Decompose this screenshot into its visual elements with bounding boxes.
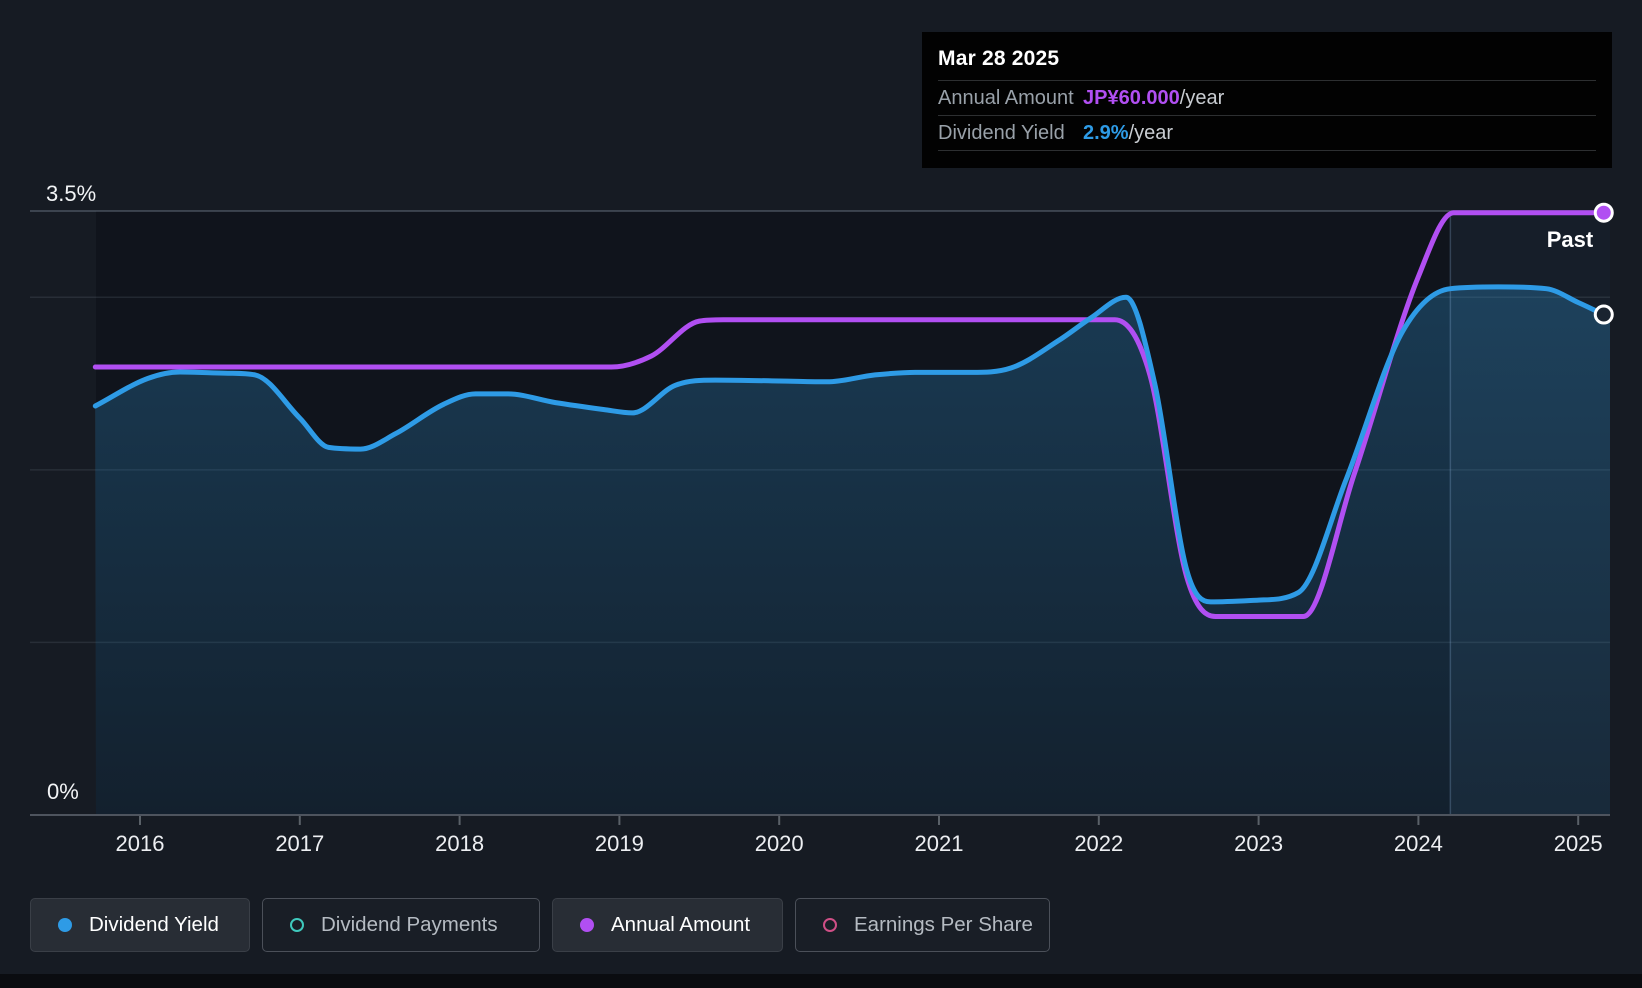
dividend-yield-line <box>92 284 1607 605</box>
legend-toggle-earnings-per-share[interactable]: Earnings Per Share <box>795 898 1050 952</box>
annual-amount-marker-icon <box>580 918 594 932</box>
dividend-yield-area <box>95 286 1610 815</box>
tooltip-date: Mar 28 2025 <box>938 47 1060 70</box>
y-axis-label-max: 3.5% <box>46 181 97 206</box>
tooltip-suffix: /year <box>1128 121 1174 144</box>
dividend-yield-marker-icon <box>58 918 72 932</box>
x-axis-label: 2016 <box>115 831 165 856</box>
chart-tooltip: Mar 28 2025 Annual Amount JP¥60.000 /yea… <box>922 32 1612 168</box>
dividend-yield-current-dot <box>1593 304 1614 325</box>
earnings-per-share-marker-icon <box>823 918 837 932</box>
legend-label: Annual Amount <box>611 913 751 936</box>
legend-toggle-dividend-payments[interactable]: Dividend Payments <box>262 898 540 952</box>
x-axis-label: 2021 <box>914 831 964 856</box>
legend-label: Dividend Payments <box>321 913 498 936</box>
x-axis-label: 2025 <box>1553 831 1603 856</box>
legend-toggle-dividend-yield[interactable]: Dividend Yield <box>30 898 250 952</box>
x-axis-label: 2019 <box>594 831 644 856</box>
x-axis-label: 2022 <box>1074 831 1124 856</box>
annual-amount-current-dot <box>1593 202 1614 223</box>
x-axis-label: 2018 <box>435 831 485 856</box>
x-axis-label: 2020 <box>754 831 804 856</box>
x-axis-label: 2023 <box>1234 831 1284 856</box>
tooltip-value: 2.9% <box>1083 121 1129 144</box>
y-axis-label-min: 0% <box>47 779 79 804</box>
tooltip-suffix: /year <box>1179 86 1225 109</box>
tooltip-row-annual-amount: Annual Amount JP¥60.000 /year <box>938 80 1596 115</box>
bottom-strip <box>0 974 1642 988</box>
tooltip-label: Annual Amount <box>938 86 1074 109</box>
past-period-label: Past <box>1546 227 1594 252</box>
legend-label: Earnings Per Share <box>854 913 1033 936</box>
x-axis-label: 2017 <box>275 831 325 856</box>
x-axis-label: 2024 <box>1393 831 1443 856</box>
tooltip-value: JP¥60.000 <box>1083 86 1180 109</box>
tooltip-label: Dividend Yield <box>938 121 1065 144</box>
legend-toggle-annual-amount[interactable]: Annual Amount <box>552 898 783 952</box>
tooltip-row-dividend-yield: Dividend Yield 2.9% /year <box>938 115 1596 151</box>
dividend-payments-marker-icon <box>290 918 304 932</box>
legend-label: Dividend Yield <box>89 913 219 936</box>
